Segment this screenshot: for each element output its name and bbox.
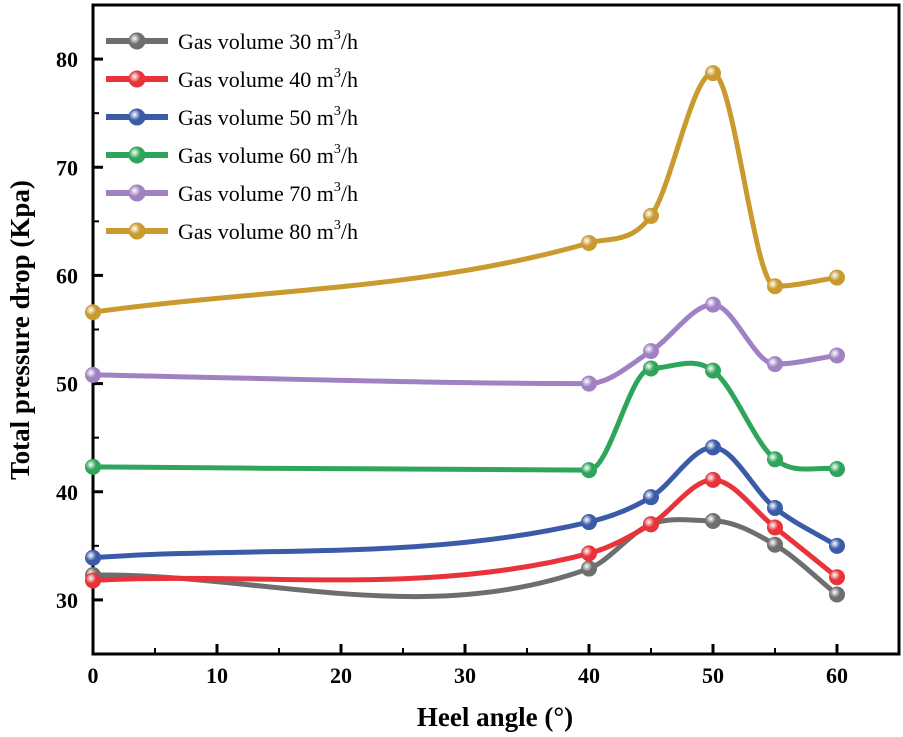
x-tick-label: 50 <box>702 663 724 688</box>
data-point <box>581 514 597 531</box>
data-point <box>767 536 783 553</box>
data-point <box>829 347 845 364</box>
legend-marker <box>128 108 146 126</box>
data-point <box>705 65 721 82</box>
data-point <box>829 461 845 478</box>
data-point <box>767 278 783 295</box>
legend-marker <box>128 32 146 50</box>
data-point <box>643 207 659 224</box>
legend-marker <box>128 70 146 88</box>
legend-entry: Gas volume 50 m3/h <box>178 104 358 130</box>
data-point <box>705 439 721 456</box>
data-point <box>767 519 783 536</box>
x-tick-label: 20 <box>330 663 352 688</box>
x-tick-label: 40 <box>578 663 600 688</box>
y-tick-label: 60 <box>56 263 78 288</box>
y-tick-label: 80 <box>56 47 78 72</box>
legend-entry: Gas volume 70 m3/h <box>178 180 358 206</box>
series-line <box>90 70 840 315</box>
data-point <box>705 512 721 529</box>
x-tick-label: 60 <box>826 663 848 688</box>
data-point <box>829 269 845 286</box>
y-axis-title: Total pressure drop (Kpa) <box>5 180 35 480</box>
data-point <box>643 343 659 360</box>
data-point <box>85 304 101 321</box>
data-point <box>581 234 597 251</box>
data-point <box>643 516 659 533</box>
x-tick-label: 0 <box>88 663 99 688</box>
legend-entry: Gas volume 40 m3/h <box>178 66 358 92</box>
x-tick-label: 10 <box>206 663 228 688</box>
x-axis-title: Heel angle (°) <box>417 702 573 732</box>
data-point <box>581 545 597 562</box>
data-point <box>85 366 101 383</box>
data-point <box>767 356 783 373</box>
data-point <box>767 451 783 468</box>
y-tick-label: 50 <box>56 372 78 397</box>
data-point <box>767 499 783 516</box>
x-tick-labels: 0 10 20 30 40 50 60 <box>88 663 849 688</box>
data-point <box>85 458 101 475</box>
legend-marker <box>128 146 146 164</box>
legend-entry: Gas volume 60 m3/h <box>178 142 358 168</box>
legend-entry: Gas volume 80 m3/h <box>178 218 358 244</box>
y-tick-label: 40 <box>56 480 78 505</box>
data-point <box>581 462 597 479</box>
axis-ticks <box>91 4 839 655</box>
data-point <box>829 586 845 603</box>
y-tick-labels: 30 40 50 60 70 80 <box>56 47 78 613</box>
y-tick-label: 70 <box>56 155 78 180</box>
x-tick-label: 30 <box>454 663 476 688</box>
legend-marker <box>128 222 146 240</box>
data-point <box>85 572 101 589</box>
data-point <box>705 362 721 379</box>
data-point <box>85 549 101 566</box>
data-point <box>581 375 597 392</box>
legend: Gas volume 30 m3/h Gas volume 40 m3/h Gas … <box>106 28 358 244</box>
data-point <box>643 360 659 377</box>
data-point <box>829 537 845 554</box>
data-point <box>705 296 721 313</box>
y-tick-label: 30 <box>56 588 78 613</box>
data-point <box>643 489 659 506</box>
plot-frame <box>91 3 901 656</box>
data-point <box>829 569 845 586</box>
series-layer <box>85 65 845 603</box>
data-point <box>705 471 721 488</box>
legend-marker <box>128 184 146 202</box>
data-point <box>581 560 597 577</box>
legend-entry: Gas volume 30 m3/h <box>178 28 358 54</box>
